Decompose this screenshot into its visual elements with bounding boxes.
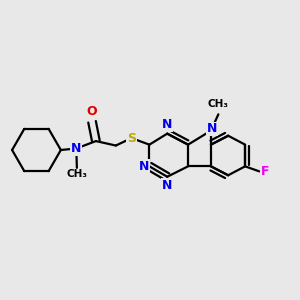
Text: N: N — [162, 118, 172, 131]
Text: N: N — [139, 160, 149, 173]
Text: CH₃: CH₃ — [66, 169, 87, 179]
Text: S: S — [127, 132, 136, 145]
Text: N: N — [71, 142, 82, 155]
Text: O: O — [87, 105, 98, 118]
Text: N: N — [207, 122, 217, 135]
Text: N: N — [162, 179, 172, 192]
Text: F: F — [261, 165, 270, 178]
Text: CH₃: CH₃ — [208, 99, 229, 109]
